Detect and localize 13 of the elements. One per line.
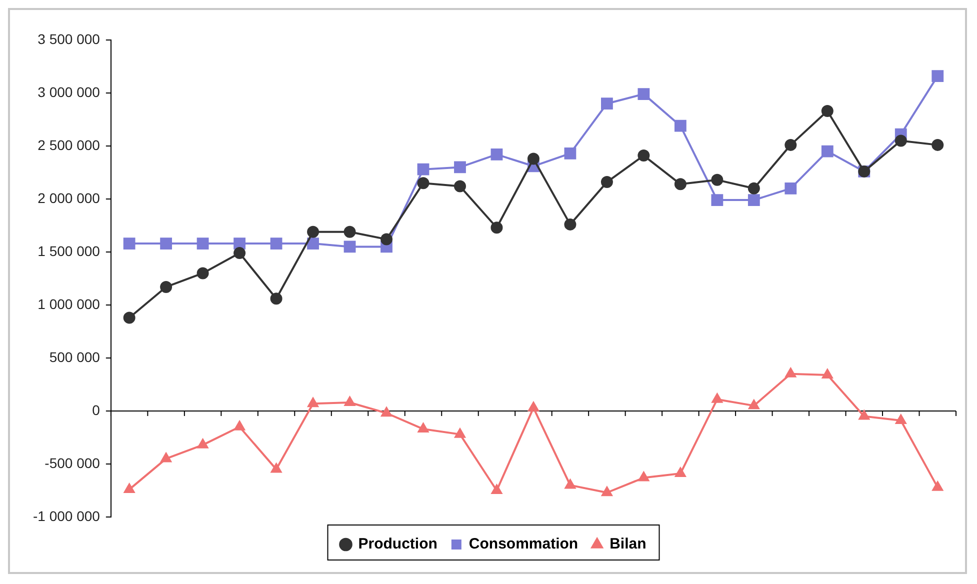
y-tick-label: 1 500 000 [38, 242, 100, 259]
y-tick-label: 2 000 000 [38, 190, 100, 206]
y-tick-label: -1 000 000 [32, 508, 100, 524]
y-tick-label: 500 000 [49, 348, 100, 365]
y-tick-label: 2 500 000 [38, 136, 100, 153]
y-tick-label: 3 500 000 [38, 30, 100, 47]
legend-label: Production [358, 536, 438, 553]
y-tick-label: -500 000 [44, 454, 100, 471]
y-tick-label: 3 000 000 [38, 84, 100, 100]
y-tick-label: 0 [92, 402, 100, 418]
legend-label: Consommation [468, 536, 578, 553]
y-tick-label: 1 000 000 [38, 296, 100, 312]
legend-label: Bilan [610, 536, 646, 553]
